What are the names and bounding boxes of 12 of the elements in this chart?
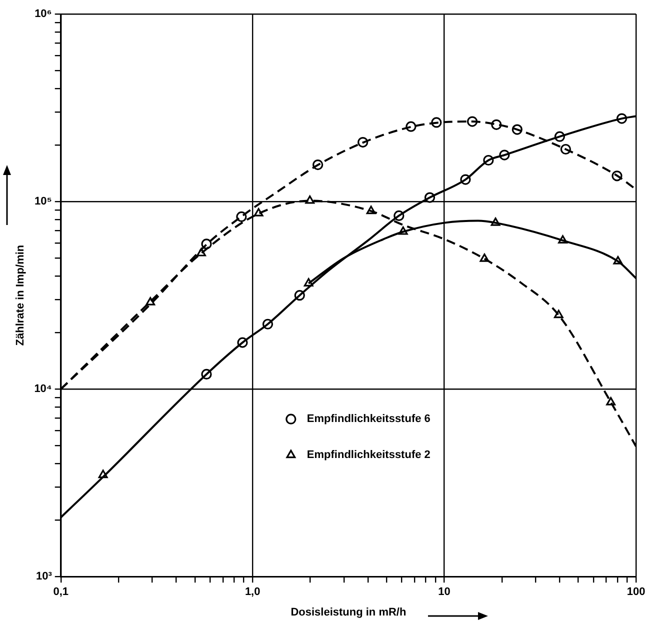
x-axis-title: Dosisleistung in mR/h [290,606,406,618]
x-tick-label: 0,1 [53,586,69,598]
y-tick-label: 10⁶ [34,8,52,20]
x-tick-label: 1,0 [244,586,260,598]
x-tick-label: 100 [626,586,646,598]
y-axis-title: Zählrate in Imp/min [14,244,27,346]
y-tick-label: 10⁵ [34,196,52,208]
legend-label: Empfindlichkeitsstufe 6 [306,413,430,426]
legend-label: Empfindlichkeitsstufe 2 [306,449,430,462]
y-tick-label: 10⁴ [34,383,52,396]
y-tick-label: 10³ [36,570,52,583]
x-tick-label: 10 [438,586,450,598]
